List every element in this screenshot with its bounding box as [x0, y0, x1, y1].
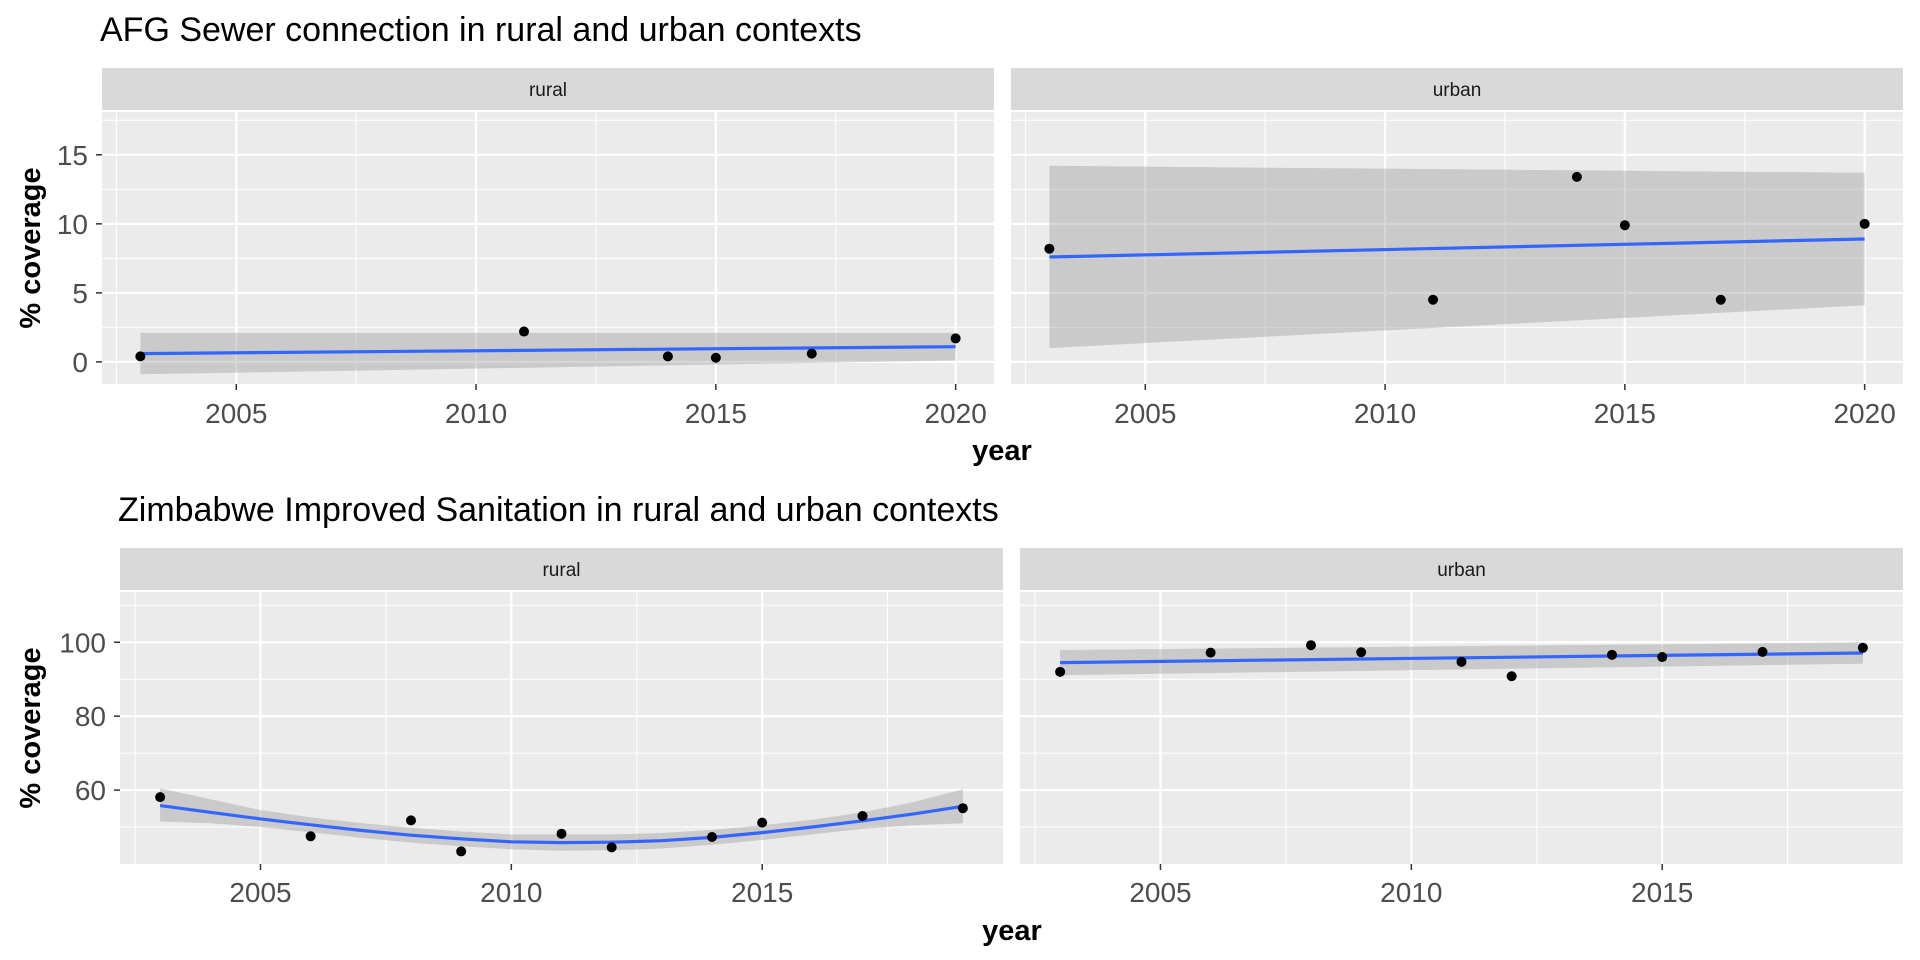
y-tick-label: 100: [59, 627, 106, 658]
data-point: [606, 842, 617, 853]
x-tick-label: 2010: [480, 877, 542, 908]
x-tick-label: 2015: [685, 398, 747, 429]
y-axis-label: % coverage: [15, 647, 47, 808]
x-tick-label: 2020: [1833, 398, 1895, 429]
data-point: [155, 792, 166, 803]
panel-urban: urban 2005 2010 2015 2020: [1011, 68, 1903, 429]
data-point: [1428, 294, 1439, 305]
data-point: [950, 333, 961, 344]
data-point: [1757, 646, 1768, 657]
panel-rural: rural 2005 2010 2015: [120, 548, 1003, 908]
chart-title: AFG Sewer connection in rural and urban …: [100, 11, 862, 49]
y-axis-label: % coverage: [15, 167, 47, 328]
confidence-ribbon: [140, 332, 956, 375]
chart-title: Zimbabwe Improved Sanitation in rural an…: [118, 491, 999, 529]
data-point: [519, 326, 530, 337]
facet-strip-label: rural: [542, 560, 580, 581]
data-point: [135, 351, 146, 362]
facet-strip-label: urban: [1433, 80, 1482, 101]
confidence-ribbon: [1049, 165, 1865, 349]
x-axis-label: year: [982, 915, 1042, 947]
data-point: [1456, 656, 1467, 667]
facet-strip: [102, 68, 994, 110]
data-point: [456, 846, 467, 857]
data-point: [1506, 671, 1517, 682]
data-point: [957, 803, 968, 814]
data-point: [1857, 642, 1868, 653]
x-tick-label: 2010: [1380, 877, 1442, 908]
x-tick-label: 2010: [1354, 398, 1416, 429]
chart-2: Zimbabwe Improved Sanitation in rural an…: [15, 491, 1903, 947]
data-point: [1859, 218, 1870, 229]
data-point: [1356, 647, 1367, 658]
data-point: [1657, 652, 1668, 663]
confidence-ribbon: [160, 788, 963, 851]
facet-strip: [120, 548, 1003, 590]
data-point: [405, 815, 416, 826]
panel-urban: urban 2005 2010 2015: [1020, 548, 1903, 908]
panel-background: [1020, 592, 1903, 864]
y-tick-label: 0: [72, 347, 88, 378]
facet-strip: [1020, 548, 1903, 590]
facet-strip-label: urban: [1437, 560, 1486, 581]
x-tick-label: 2020: [924, 398, 986, 429]
data-point: [1305, 640, 1316, 651]
y-tick-label: 10: [57, 209, 88, 240]
panel-background: [102, 112, 994, 384]
y-tick-label: 5: [72, 278, 88, 309]
data-point: [1619, 220, 1630, 231]
trend-line: [1049, 237, 1865, 259]
data-point: [1607, 649, 1618, 660]
data-point: [1571, 171, 1582, 182]
y-tick-label: 60: [75, 775, 106, 806]
data-point: [757, 817, 768, 828]
data-point: [1055, 666, 1066, 677]
facet-strip: [1011, 68, 1903, 110]
y-tick-label: 15: [57, 140, 88, 171]
trend-line: [159, 804, 964, 845]
x-tick-label: 2005: [229, 877, 291, 908]
panel-rural: rural 2005 2010 2015 2020: [102, 68, 994, 429]
trend-line: [140, 345, 956, 356]
x-tick-label: 2015: [1631, 877, 1693, 908]
data-point: [1715, 294, 1726, 305]
x-tick-label: 2015: [731, 877, 793, 908]
data-point: [707, 832, 718, 843]
x-axis-label: year: [972, 435, 1032, 467]
x-tick-label: 2005: [205, 398, 267, 429]
chart-1: AFG Sewer connection in rural and urban …: [15, 11, 1903, 467]
data-point: [710, 352, 721, 363]
facet-strip-label: rural: [529, 80, 567, 101]
data-point: [662, 351, 673, 362]
x-tick-label: 2005: [1129, 877, 1191, 908]
y-tick-label: 80: [75, 701, 106, 732]
data-point: [857, 810, 868, 821]
data-point: [556, 828, 567, 839]
data-point: [305, 831, 316, 842]
x-tick-label: 2010: [445, 398, 507, 429]
x-tick-label: 2015: [1594, 398, 1656, 429]
x-tick-label: 2005: [1114, 398, 1176, 429]
data-point: [806, 348, 817, 359]
data-point: [1205, 647, 1216, 658]
data-point: [1044, 243, 1055, 254]
